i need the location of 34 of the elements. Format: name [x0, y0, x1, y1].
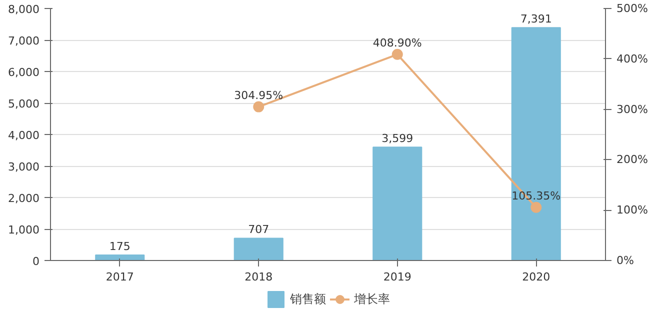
y-tick-label: 7,000 [8, 34, 40, 48]
x-tick-label: 2019 [383, 270, 412, 284]
y2-tick-label: 400% [616, 52, 648, 66]
y-tick-label: 5,000 [8, 98, 40, 110]
y2-tick-label: 500% [616, 2, 648, 15]
bar [95, 254, 145, 260]
bar [372, 146, 422, 260]
x-tick-label: 2017 [106, 270, 134, 284]
y-tick-label: 3,000 [8, 160, 40, 174]
y-tick-label: 4,000 [8, 129, 40, 142]
y2-tick-label: 0% [616, 254, 634, 267]
bar [234, 238, 284, 260]
data-label: 175 [109, 240, 130, 253]
bar [511, 27, 561, 260]
y-tick-label: 6,000 [8, 66, 40, 79]
legend-label: 销售额 [290, 290, 326, 308]
x-tick-label: 2018 [244, 270, 273, 284]
point [253, 101, 264, 112]
data-label: 3,599 [382, 132, 414, 146]
y2-tick-label: 300% [616, 102, 648, 116]
data-label: 408.90% [372, 36, 422, 50]
x-tick-label: 2020 [522, 270, 550, 284]
data-label: 7,391 [520, 12, 552, 26]
y-tick-label: 0 [32, 255, 40, 268]
legend-label: 增长率 [354, 290, 390, 308]
point [392, 48, 403, 60]
data-label: 707 [248, 223, 270, 236]
data-label: 304.95% [234, 88, 284, 102]
y2-tick-label: 200% [616, 153, 648, 166]
y-tick-label: 2,000 [8, 192, 40, 205]
y-tick-label: 8,000 [8, 3, 40, 16]
point [530, 202, 542, 213]
y2-tick-label: 100% [616, 204, 648, 217]
y-tick-label: 1,000 [8, 224, 40, 236]
